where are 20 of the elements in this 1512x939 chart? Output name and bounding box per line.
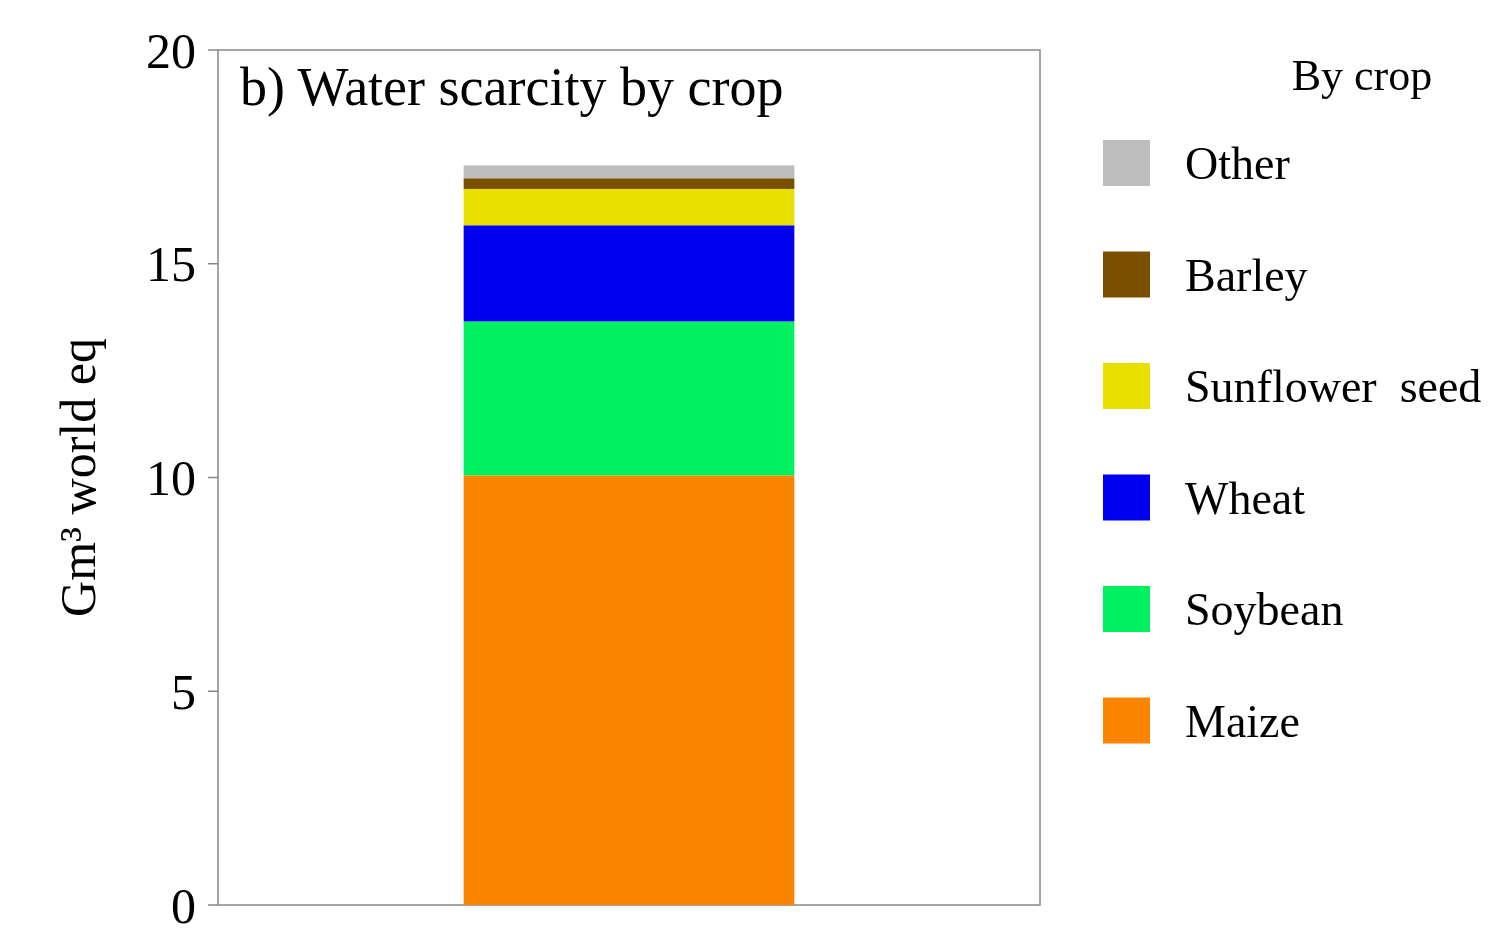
legend-label: Other [1185, 138, 1290, 190]
legend-label: Barley [1185, 249, 1308, 301]
legend-label: Sunflower seed [1185, 361, 1482, 413]
legend-label: Maize [1185, 695, 1300, 747]
bar [463, 225, 795, 322]
y-axis-title: Gm³ world eq [50, 338, 106, 617]
y-tick-label: 15 [146, 236, 196, 293]
y-tick-label: 10 [146, 450, 196, 506]
bar [463, 475, 795, 905]
y-tick-label: 20 [146, 22, 196, 79]
legend-label: Soybean [1185, 584, 1344, 636]
legend-title: By crop [1291, 51, 1433, 100]
y-tick-label: 0 [171, 877, 196, 934]
legend-label: Wheat [1185, 472, 1306, 524]
bar [463, 165, 795, 179]
y-tick-label: 5 [171, 663, 196, 720]
bar [463, 321, 795, 476]
chart-title: b) Water scarcity by crop [240, 57, 784, 117]
bar [463, 188, 795, 226]
bar [463, 178, 795, 189]
